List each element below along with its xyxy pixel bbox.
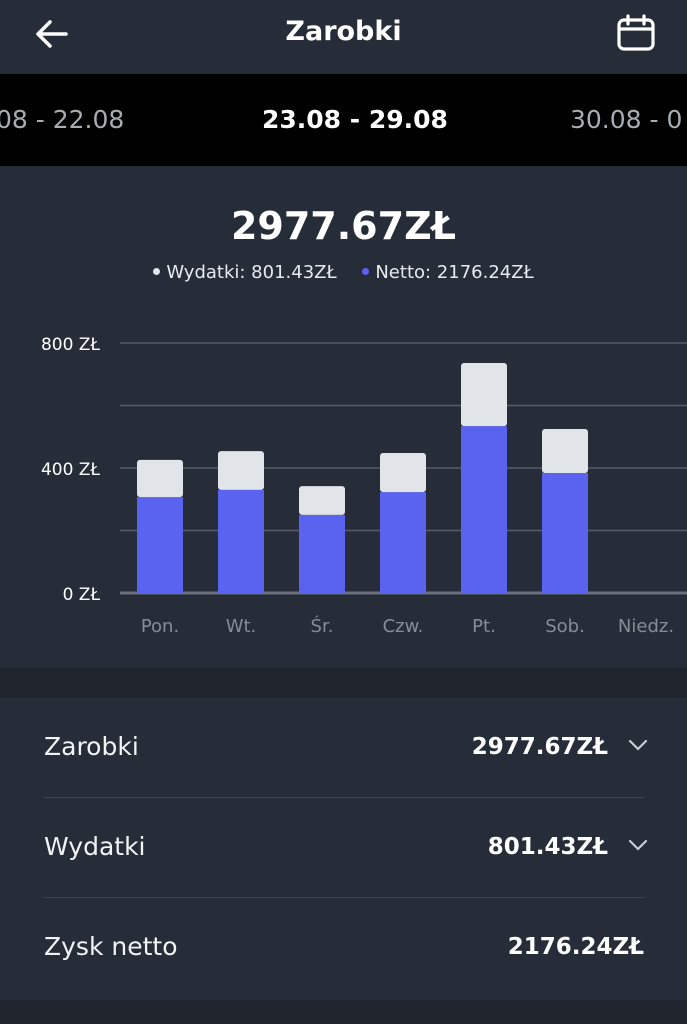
- summary-value: 2977.67ZŁ: [471, 734, 608, 760]
- x-tick-label: Pon.: [141, 616, 179, 637]
- bar-netto: [137, 497, 183, 593]
- chevron-down-icon[interactable]: [628, 738, 648, 752]
- summary-row-0[interactable]: Zarobki 2977.67ZŁ: [44, 698, 648, 798]
- bar-netto: [542, 473, 588, 593]
- week-prev[interactable]: 08 - 22.08: [0, 105, 125, 134]
- x-tick-label: Sob.: [545, 616, 585, 637]
- bar-wydatki: [461, 363, 507, 427]
- y-tick-label: 800 ZŁ: [41, 335, 100, 355]
- legend-label: Netto: 2176.24ZŁ: [375, 262, 534, 283]
- week-next[interactable]: 30.08 - 0: [570, 105, 683, 134]
- chevron-down-icon[interactable]: [628, 838, 648, 852]
- summary-row-1[interactable]: Wydatki 801.43ZŁ: [44, 798, 648, 898]
- weekly-bar-chart: 0 ZŁ 400 ZŁ 800 ZŁ Pon. Wt. Śr. Czw. Pt. Sob. Nie…: [41, 335, 687, 637]
- bar-netto: [299, 514, 345, 593]
- x-tick-label: Czw.: [383, 616, 424, 637]
- summary-value: 801.43ZŁ: [487, 834, 608, 860]
- calendar-icon[interactable]: [616, 14, 656, 52]
- x-tick-label: Śr.: [311, 615, 334, 637]
- summary-label: Wydatki: [44, 832, 146, 861]
- bar-wydatki: [137, 459, 183, 498]
- legend-dot: [153, 268, 161, 275]
- summary-row-2: Zysk netto 2176.24ZŁ: [44, 898, 644, 998]
- week-current[interactable]: 23.08 - 29.08: [262, 105, 448, 134]
- y-tick-label: 0 ZŁ: [63, 585, 101, 605]
- bar-wydatki: [218, 451, 264, 490]
- bar-wydatki: [299, 486, 345, 515]
- bar-netto: [380, 492, 426, 593]
- bar-wydatki: [380, 453, 426, 493]
- legend-dot: [362, 268, 370, 275]
- bar-netto: [218, 489, 264, 593]
- bar-wydatki: [542, 428, 588, 473]
- y-tick-label: 400 ZŁ: [41, 460, 100, 480]
- legend-label: Wydatki: 801.43ZŁ: [166, 262, 337, 283]
- legend-item-wydatki: Wydatki: 801.43ZŁ: [153, 262, 337, 283]
- total-earnings: 2977.67ZŁ: [230, 204, 457, 248]
- summary-label: Zarobki: [44, 732, 139, 761]
- legend-item-netto: Netto: 2176.24ZŁ: [362, 262, 534, 283]
- summary-label: Zysk netto: [44, 932, 178, 961]
- summary-value: 2176.24ZŁ: [507, 934, 644, 960]
- week-selector: 08 - 22.08 23.08 - 29.08 30.08 - 0: [0, 74, 687, 166]
- x-tick-label: Pt.: [472, 616, 496, 637]
- summary-list: Zarobki 2977.67ZŁ Wydatki 801.43ZŁ Zysk nett…: [0, 698, 687, 1000]
- page-title: Zarobki: [285, 16, 402, 47]
- x-tick-label: Wt.: [226, 616, 257, 637]
- x-tick-label: Niedz.: [618, 616, 674, 637]
- chart-legend: Wydatki: 801.43ZŁ Netto: 2176.24ZŁ: [0, 262, 687, 283]
- back-arrow-icon[interactable]: [34, 18, 70, 50]
- bar-netto: [461, 426, 507, 593]
- app-header: Zarobki: [0, 0, 687, 74]
